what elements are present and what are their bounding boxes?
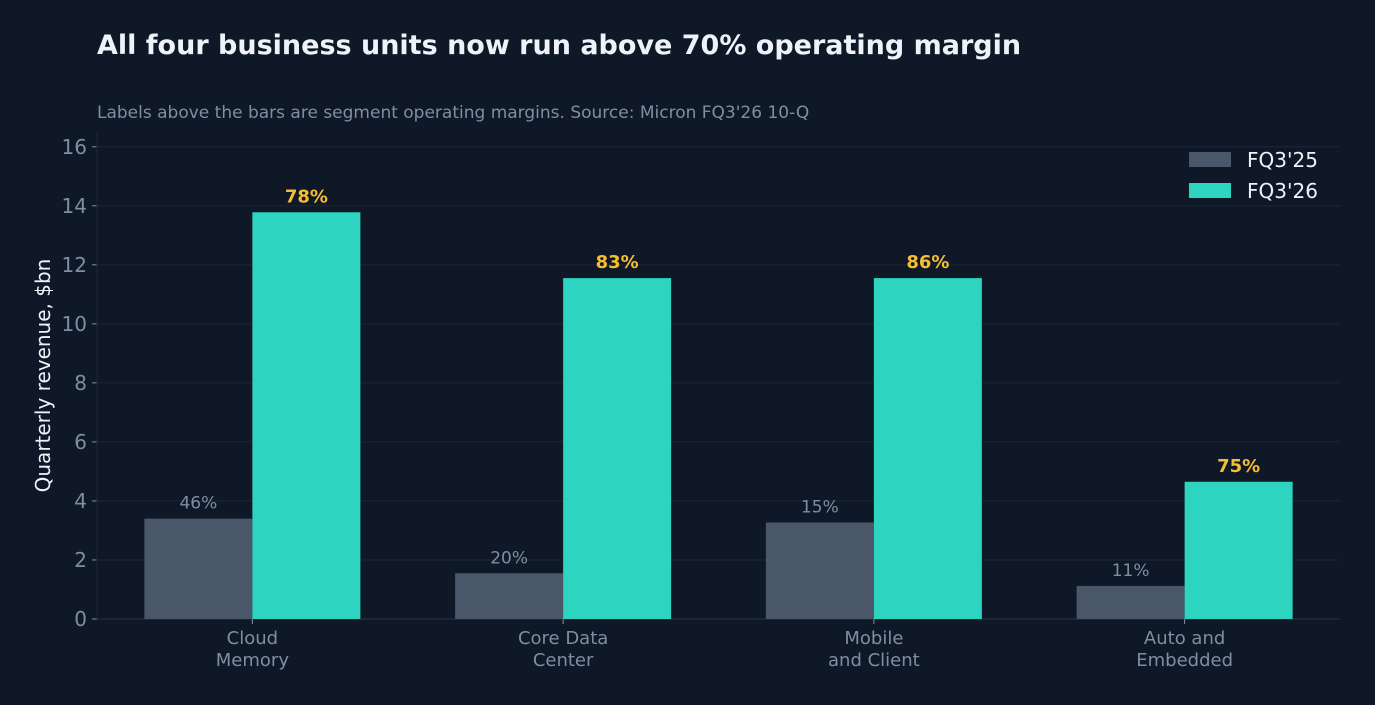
x-tick-label: Auto and xyxy=(1144,628,1225,649)
x-tick-label: Embedded xyxy=(1136,650,1233,671)
margin-label: 78% xyxy=(285,186,328,207)
chart-subtitle: Labels above the bars are segment operat… xyxy=(97,103,810,123)
legend-swatch xyxy=(1189,152,1231,167)
y-tick-label: 12 xyxy=(62,253,87,277)
y-tick-label: 14 xyxy=(62,194,87,218)
x-tick-label: Core Data xyxy=(518,628,608,649)
margin-label: 15% xyxy=(801,497,839,517)
bar-curr xyxy=(563,278,672,619)
y-tick-label: 10 xyxy=(62,312,87,336)
x-tick-label: Cloud xyxy=(227,628,278,649)
margin-label: 86% xyxy=(906,252,949,273)
x-tick-label: Mobile xyxy=(844,628,903,649)
y-tick-label: 6 xyxy=(74,430,87,454)
legend-label: FQ3'25 xyxy=(1247,148,1318,172)
x-tick-label: Memory xyxy=(216,650,290,671)
bar-curr xyxy=(1184,481,1293,619)
margin-label: 11% xyxy=(1112,561,1150,581)
bar-prev xyxy=(455,573,564,619)
bar-prev xyxy=(1076,585,1185,619)
y-tick-label: 16 xyxy=(62,135,87,159)
y-axis-label: Quarterly revenue, $bn xyxy=(31,259,55,493)
y-tick-label: 2 xyxy=(74,548,87,572)
x-tick-label: Center xyxy=(533,650,594,671)
bar-curr xyxy=(873,278,982,619)
legend-swatch xyxy=(1189,183,1231,198)
y-tick-label: 8 xyxy=(74,371,87,395)
margin-label: 20% xyxy=(490,548,528,568)
axis-layer: 0 2 4 6 8 10 12 14 16 Quarterly revenue, $bn Cloud… xyxy=(31,132,1340,671)
legend-label: FQ3'26 xyxy=(1247,179,1318,203)
bar-curr xyxy=(252,212,361,619)
bar-prev xyxy=(144,518,253,619)
margin-label: 46% xyxy=(179,494,217,514)
y-tick-label: 4 xyxy=(74,489,87,513)
bar-layer xyxy=(144,212,1293,619)
margin-label: 83% xyxy=(596,252,639,273)
label-layer: 46% 78% 20% 83% 15% 86% 11% 75% xyxy=(179,186,1260,581)
legend: FQ3'25 FQ3'26 xyxy=(1189,148,1318,203)
x-tick-label: and Client xyxy=(828,650,920,671)
chart-title: All four business units now run above 70… xyxy=(97,30,1022,61)
bar-prev xyxy=(765,522,874,619)
margin-label: 75% xyxy=(1217,456,1260,477)
y-tick-label: 0 xyxy=(74,607,87,631)
